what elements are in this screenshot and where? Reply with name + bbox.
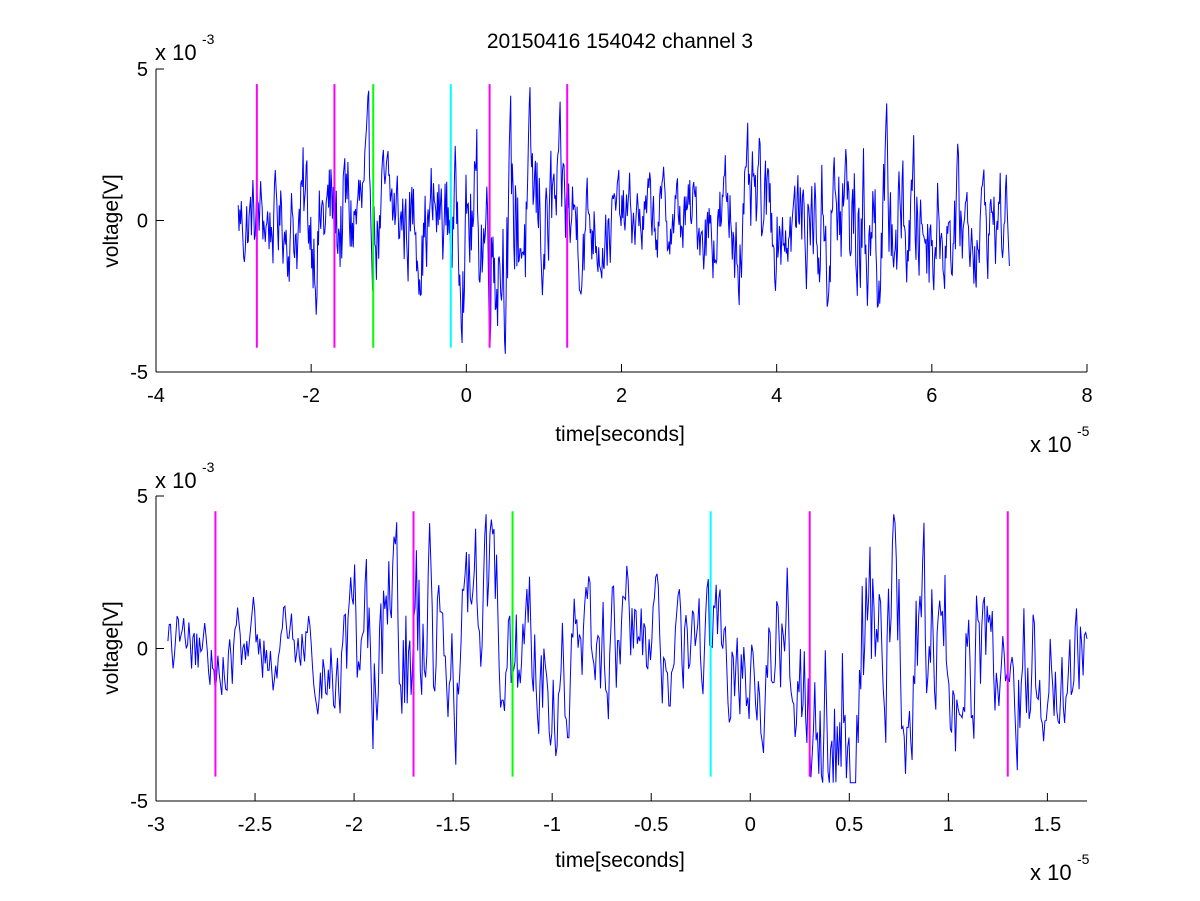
bottom-x-tick-label: -1.5 <box>436 814 470 836</box>
top-x-exponent: x 10 -5 <box>1030 423 1090 457</box>
bottom-y-tick-label: -5 <box>130 791 148 813</box>
bottom-y-axis-label: voltage[V] <box>100 601 123 694</box>
top-y-tick-label: 0 <box>137 211 148 233</box>
top-y-multiplier: x 10 <box>155 40 197 65</box>
top-x-tick-label: 6 <box>926 385 937 407</box>
top-x-tick-label: 4 <box>771 385 782 407</box>
top-y-axis-label: voltage[V] <box>100 174 123 267</box>
top-x-axis-label: time[seconds] <box>555 423 685 446</box>
top-y-tick-label: -5 <box>130 362 148 384</box>
top-y-exponent-value: -3 <box>202 31 215 47</box>
bottom-y-tick-label: 0 <box>137 639 148 661</box>
top-x-tick-label: 8 <box>1081 385 1092 407</box>
bottom-x-tick-label: 1 <box>943 814 954 836</box>
bottom-x-tick-label: -2 <box>345 814 363 836</box>
top-subplot: x 10 -3 -4 -2 0 2 4 6 8 -5 0 5 time[seconds] volt… <box>100 31 1093 457</box>
bottom-signal-line <box>167 514 1088 784</box>
bottom-plot-area <box>167 511 1088 784</box>
bottom-x-tick-label: 1.5 <box>1033 814 1061 836</box>
figure-title: 20150416 154042 channel 3 <box>487 30 753 53</box>
bottom-x-tick-label: -0.5 <box>634 814 668 836</box>
top-x-exponent-value: -5 <box>1077 423 1090 439</box>
bottom-x-tick-label: -2.5 <box>238 814 272 836</box>
top-y-tick-label: 5 <box>137 59 148 81</box>
top-axes: -4 -2 0 2 4 6 8 -5 0 5 <box>130 59 1092 407</box>
bottom-y-exponent-value: -3 <box>202 459 215 475</box>
bottom-x-axis-label: time[seconds] <box>555 849 685 872</box>
bottom-subplot: x 10 -3 -3 -2.5 -2 -1.5 -1 -0.5 0 0.5 1 1.5 -5 0 5 t… <box>100 459 1090 885</box>
top-plot-area <box>237 84 1010 354</box>
top-x-multiplier: x 10 <box>1030 432 1072 457</box>
top-x-tick-label: 2 <box>616 385 627 407</box>
bottom-x-tick-label: -3 <box>147 814 165 836</box>
top-x-tick-label: 0 <box>461 385 472 407</box>
bottom-y-multiplier: x 10 <box>155 468 197 493</box>
bottom-x-tick-label: -1 <box>543 814 561 836</box>
bottom-x-tick-label: 0 <box>745 814 756 836</box>
top-signal-line <box>237 87 1010 354</box>
bottom-y-tick-label: 5 <box>137 486 148 508</box>
bottom-y-exponent: x 10 -3 <box>155 459 215 493</box>
bottom-x-exponent-value: -5 <box>1077 851 1090 867</box>
top-y-exponent: x 10 -3 <box>155 31 215 65</box>
bottom-x-tick-label: 0.5 <box>835 814 863 836</box>
bottom-axes: -3 -2.5 -2 -1.5 -1 -0.5 0 0.5 1 1.5 -5 0 5 <box>130 486 1087 836</box>
bottom-x-exponent: x 10 -5 <box>1030 851 1090 885</box>
top-x-tick-label: -4 <box>147 385 165 407</box>
bottom-x-multiplier: x 10 <box>1030 860 1072 885</box>
top-x-tick-label: -2 <box>302 385 320 407</box>
